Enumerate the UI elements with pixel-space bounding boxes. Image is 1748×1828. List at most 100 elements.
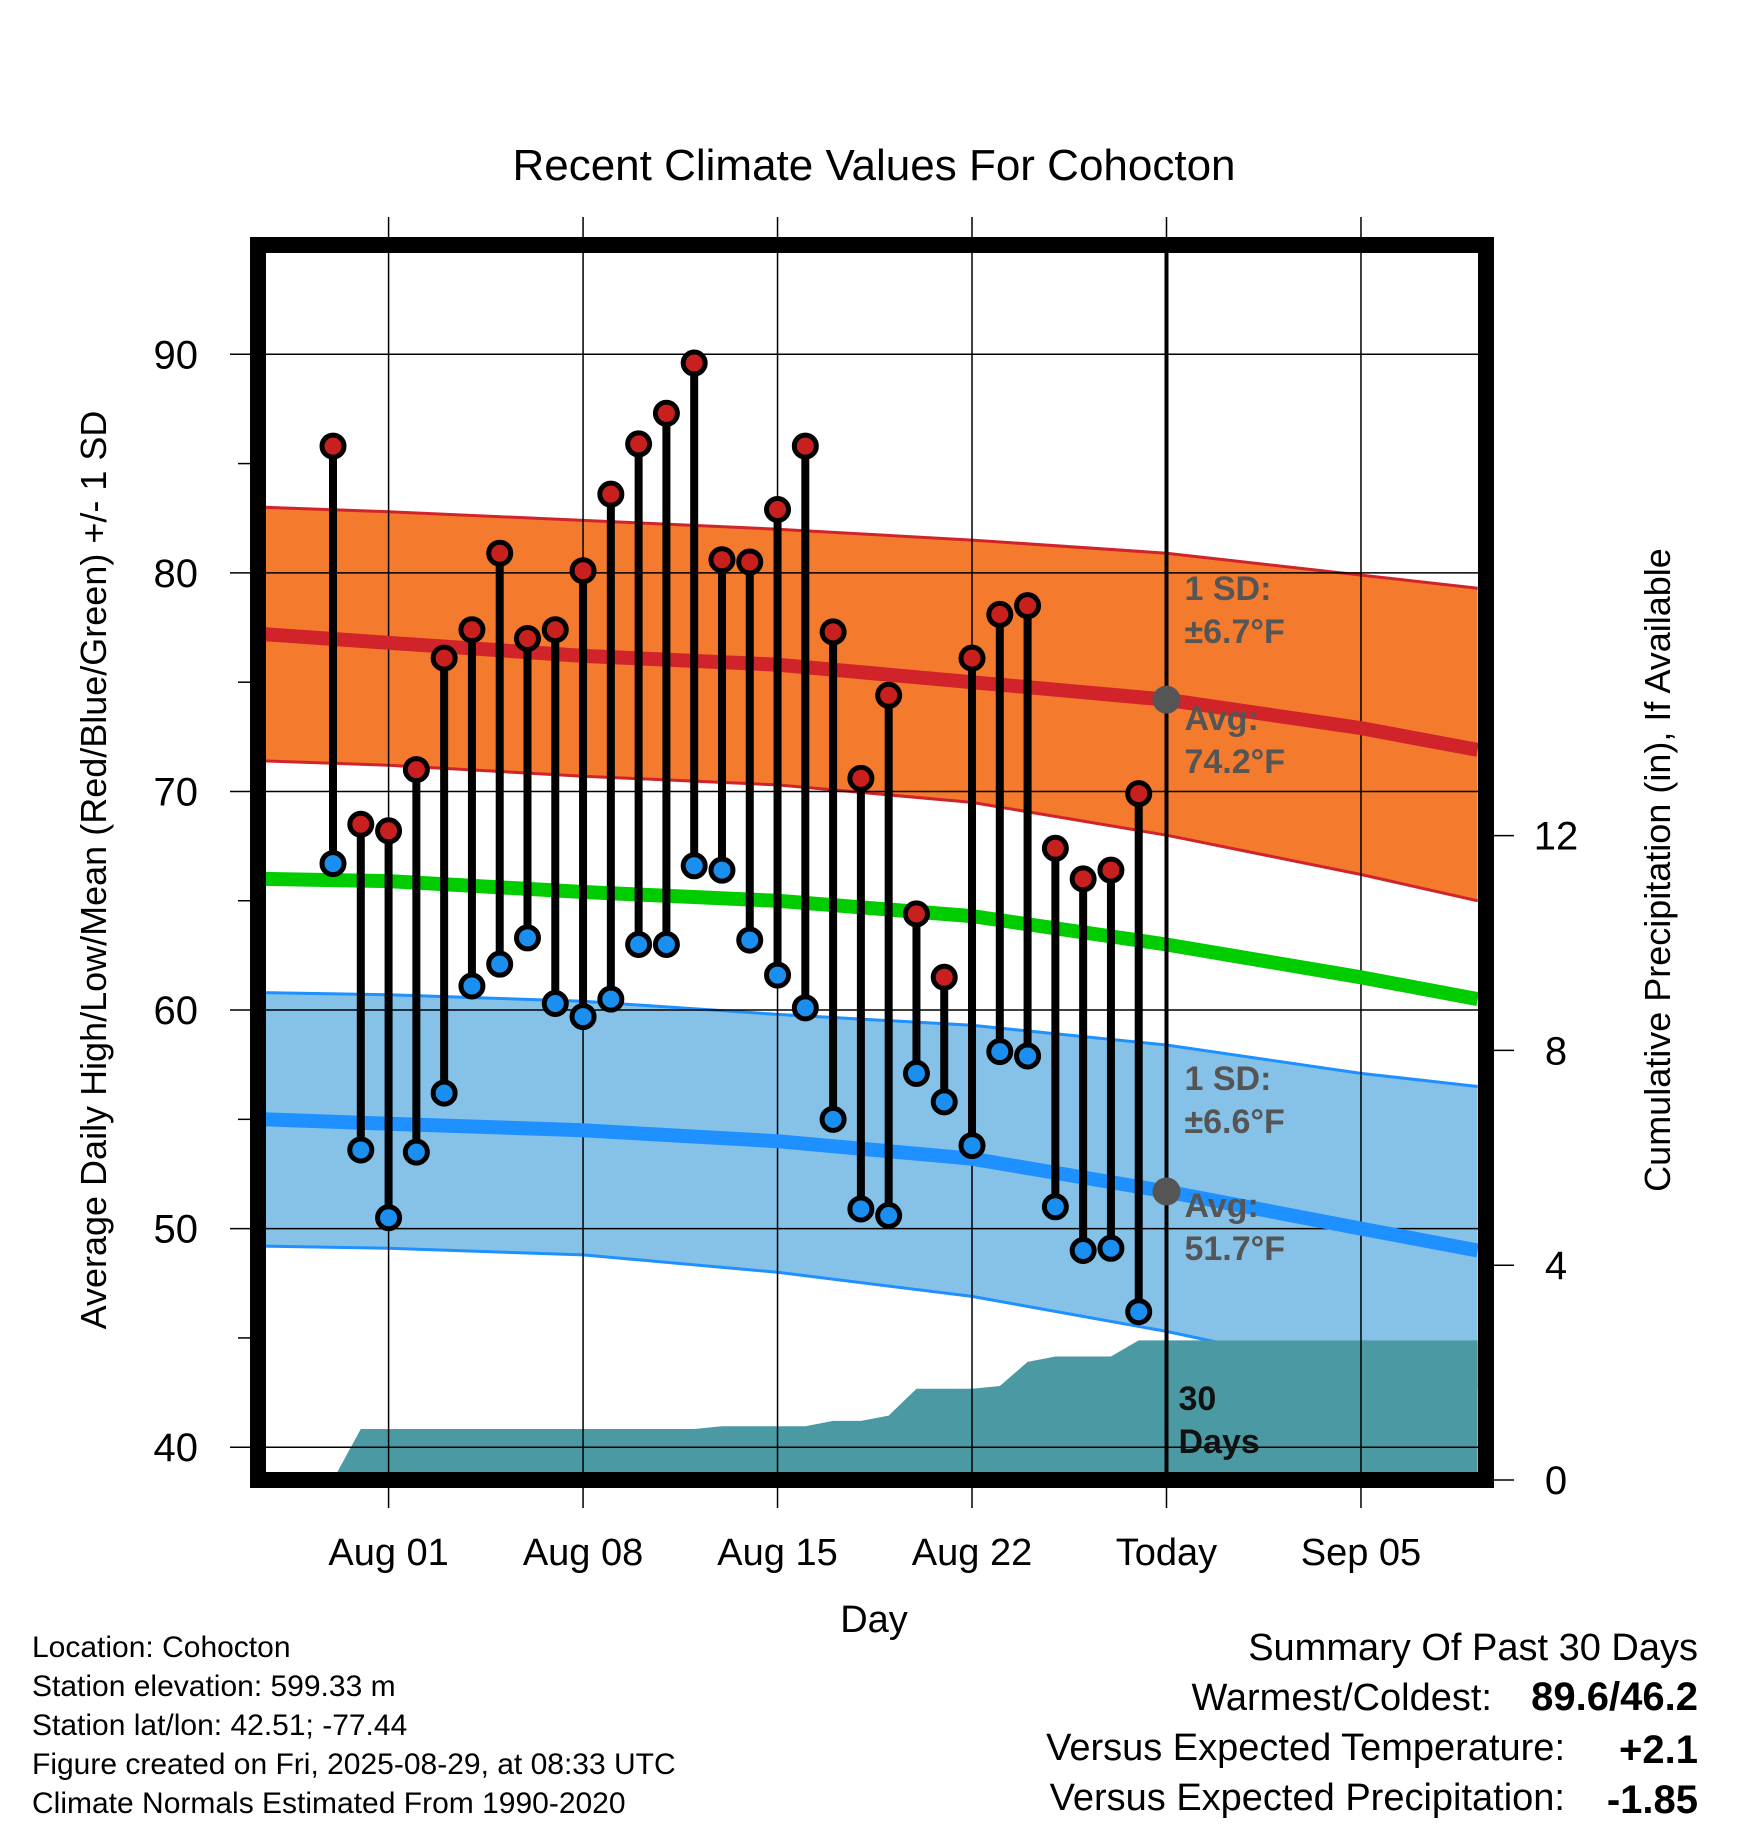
high-temp-point (736, 548, 764, 576)
low-average-marker (1152, 1177, 1181, 1206)
low-sd-title: 1 SD: (1184, 1060, 1271, 1098)
temp-label: Versus Expected Temperature: (1046, 1727, 1565, 1769)
high-temp-point (597, 480, 625, 508)
chart-title: Recent Climate Values For Cohocton (512, 141, 1235, 190)
low-temp-point (819, 1105, 847, 1133)
low-temp-point (569, 1003, 597, 1031)
high-temp-point (541, 616, 569, 644)
station-info: Location: Cohocton Station elevation: 59… (32, 1631, 676, 1820)
high-temp-point (875, 681, 903, 709)
high-temp-point (819, 618, 847, 646)
low-temp-point (1097, 1234, 1125, 1262)
x-tick-label: Sep 05 (1301, 1532, 1421, 1574)
low-temp-point (1125, 1298, 1153, 1326)
normal-mean-line (263, 871, 1479, 1006)
low-temp-point (1041, 1193, 1069, 1221)
x-axis-label: Day (840, 1599, 908, 1641)
normal-high-line (263, 627, 1479, 757)
high-temp-point (625, 430, 653, 458)
high-temp-point (708, 546, 736, 574)
high-temp-point (1097, 856, 1125, 884)
low-sd-upper-line (263, 991, 1478, 1088)
high-temp-point (430, 644, 458, 672)
y2-tick-label: 0 (1545, 1459, 1567, 1503)
y-tick-label: 70 (154, 770, 199, 814)
low-temp-point (1069, 1236, 1097, 1264)
plot-frame (250, 237, 1494, 1488)
high-sd-upper-line (263, 505, 1478, 590)
high-temp-point (569, 557, 597, 585)
low-temp-point (680, 852, 708, 880)
high-temp-point (652, 399, 680, 427)
low-temp-point (430, 1079, 458, 1107)
high-temp-point (847, 764, 875, 792)
created-text: Figure created on Fri, 2025-08-29, at 08… (32, 1748, 676, 1781)
high-sd-value: ±6.7°F (1184, 613, 1284, 651)
location-text: Location: Cohocton (32, 1631, 291, 1664)
low-temp-point (875, 1202, 903, 1230)
axis-ticks: Aug 01 Aug 08 Aug 15 Aug 22 Today Sep 05 40 50 6… (154, 217, 1578, 1574)
daily-records (319, 349, 1153, 1326)
low-temp-point (958, 1132, 986, 1160)
high-temp-point (986, 600, 1014, 628)
y2-tick-label: 8 (1545, 1029, 1567, 1073)
high-temp-point (319, 432, 347, 460)
low-temp-point (597, 985, 625, 1013)
temp-value: +2.1 (1619, 1728, 1698, 1772)
summary-panel: Summary Of Past 30 Days Warmest/Coldest:… (1046, 1627, 1698, 1822)
y-tick-label: 50 (154, 1208, 199, 1252)
low-temp-point (347, 1136, 375, 1164)
plot-area: 1 SD: ±6.7°F Avg: 74.2°F 1 SD: ±6.6°F Avg: 51.7… (154, 217, 1578, 1574)
period-label-number: 30 (1178, 1380, 1216, 1418)
low-temp-point (736, 926, 764, 954)
low-avg-value: 51.7°F (1184, 1230, 1285, 1268)
precip-label: Versus Expected Precipitation: (1050, 1777, 1565, 1819)
high-temp-point (764, 495, 792, 523)
low-temp-point (625, 930, 653, 958)
x-tick-label: Aug 15 (717, 1532, 837, 1574)
x-tick-label: Aug 22 (912, 1532, 1032, 1574)
high-temp-point (680, 349, 708, 377)
high-average-marker (1152, 685, 1181, 714)
low-sd-value: ±6.6°F (1184, 1103, 1284, 1141)
x-tick-label: Aug 08 (523, 1532, 643, 1574)
high-temp-point (513, 624, 541, 652)
low-avg-title: Avg: (1184, 1187, 1258, 1225)
y-tick-label: 40 (154, 1426, 199, 1470)
high-temp-point (1041, 834, 1069, 862)
high-avg-title: Avg: (1184, 700, 1258, 738)
x-tick-label: Aug 01 (328, 1532, 448, 1574)
low-temp-point (764, 961, 792, 989)
low-temp-point (902, 1059, 930, 1087)
low-temp-point (930, 1088, 958, 1116)
period-label-days: Days (1178, 1423, 1259, 1461)
low-temp-point (1014, 1042, 1042, 1070)
high-temp-point (486, 539, 514, 567)
low-temp-point (847, 1195, 875, 1223)
low-sd-band (263, 992, 1478, 1386)
elevation-text: Station elevation: 599.33 m (32, 1670, 396, 1703)
y-tick-label: 80 (154, 552, 199, 596)
low-temp-point (541, 989, 569, 1017)
low-temp-point (458, 972, 486, 1000)
warmest-value: 89.6/46.2 (1531, 1675, 1698, 1719)
high-temp-point (902, 900, 930, 928)
high-temp-point (958, 644, 986, 672)
high-temp-point (458, 616, 486, 644)
high-temp-point (930, 963, 958, 991)
high-temp-point (375, 817, 403, 845)
y-tick-label: 60 (154, 989, 199, 1033)
low-temp-point (986, 1038, 1014, 1066)
low-temp-point (319, 850, 347, 878)
x-tick-label: Today (1116, 1532, 1217, 1574)
low-temp-point (486, 950, 514, 978)
high-temp-point (402, 756, 430, 784)
warmest-label: Warmest/Coldest: (1191, 1677, 1492, 1719)
high-temp-point (1014, 592, 1042, 620)
y2-axis-label: Cumulative Precipitation (in), If Availa… (1637, 548, 1678, 1192)
summary-title: Summary Of Past 30 Days (1248, 1627, 1698, 1669)
high-temp-point (1069, 865, 1097, 893)
precip-area (333, 1340, 1478, 1480)
low-temp-point (402, 1138, 430, 1166)
